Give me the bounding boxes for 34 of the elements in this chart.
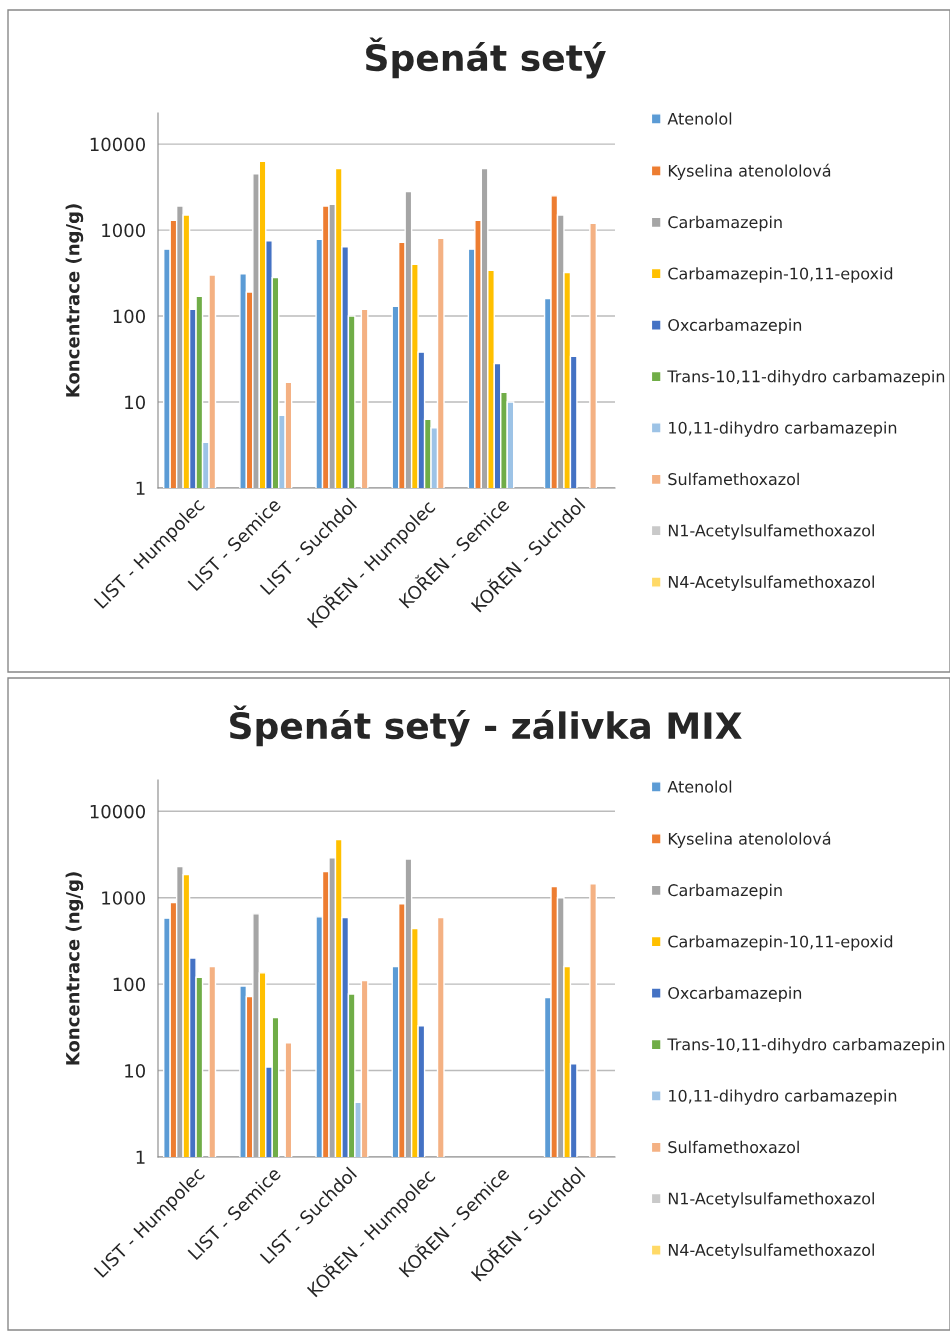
legend-label: Kyselina atenololová (668, 831, 831, 848)
legend-label: Atenolol (667, 780, 732, 793)
y-tick-label: 1 (136, 1150, 145, 1164)
legend-label: Atenolol (667, 112, 732, 125)
legend-label: N4-Acetylsulfamethoxazol (668, 575, 874, 592)
legend-label: N1-Acetylsulfamethoxazol (668, 524, 874, 540)
y-tick-label: 10000 (90, 804, 145, 819)
legend-label: Oxcarbamazepin (668, 986, 802, 1003)
y-tick-label: 10 (125, 1064, 145, 1078)
chart-title: Špenát setý - zálivka MIX (230, 705, 742, 747)
chart-title: Špenát setý (366, 37, 606, 79)
legend-label: 10,11-dihydro carbamazepin (669, 421, 897, 437)
legend-label: Oxcarbamazepin (668, 318, 802, 335)
legend-label: Carbamazepin-10,11-epoxid (668, 935, 893, 951)
legend-label: Kyselina atenololová (668, 163, 831, 180)
y-tick-label: 1000 (102, 223, 145, 238)
legend-label: Carbamazepin-10,11-epoxid (668, 267, 893, 283)
y-tick-label: 1 (136, 481, 145, 495)
y-tick-label: 100 (113, 977, 145, 992)
y-axis-title: Koncentrace (ng/g) (65, 872, 84, 1065)
legend-label: Sulfamethoxazol (668, 1140, 799, 1154)
legend-label: Trans-10,11-dihydro carbamazepin (667, 370, 945, 386)
y-tick-label: 1000 (102, 891, 145, 905)
y-tick-label: 10000 (90, 137, 145, 152)
legend-label: Sulfamethoxazol (668, 472, 799, 486)
legend-label: Carbamazepin (668, 215, 782, 232)
y-tick-label: 100 (113, 309, 145, 324)
legend-label: Carbamazepin (668, 883, 782, 900)
y-axis-title: Koncentrace (ng/g) (65, 204, 84, 397)
legend-label: N4-Acetylsulfamethoxazol (668, 1243, 874, 1260)
legend-label: Trans-10,11-dihydro carbamazepin (667, 1038, 945, 1054)
y-tick-label: 10 (125, 395, 145, 410)
legend-label: 10,11-dihydro carbamazepin (669, 1089, 897, 1105)
legend-label: N1-Acetylsulfamethoxazol (668, 1192, 874, 1208)
